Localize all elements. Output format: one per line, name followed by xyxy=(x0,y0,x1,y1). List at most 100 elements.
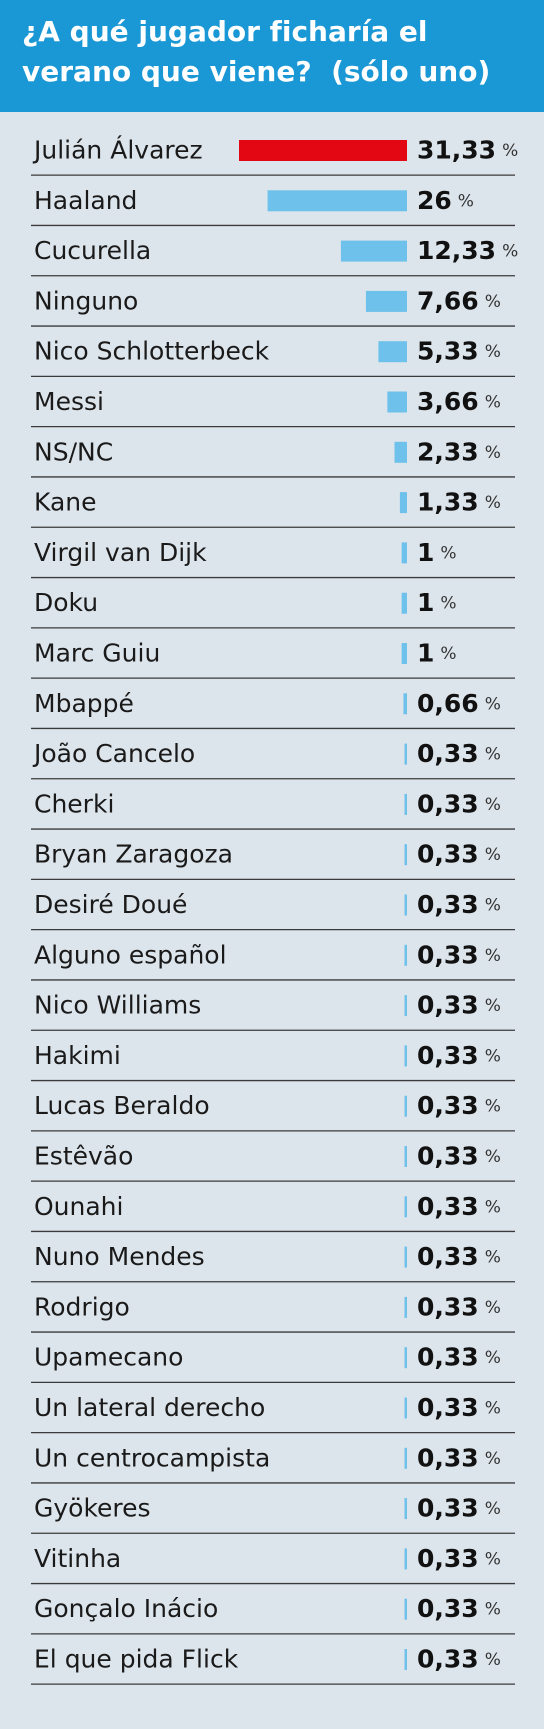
unit-label: % xyxy=(485,1097,501,1117)
bar xyxy=(401,542,407,564)
category-label: Gonçalo Inácio xyxy=(34,1594,218,1623)
unit-label: % xyxy=(485,1298,501,1318)
value-label: 0,33 xyxy=(417,1091,479,1120)
unit-label: % xyxy=(485,694,501,714)
category-label: Un centrocampista xyxy=(34,1443,270,1472)
value-label: 12,33 xyxy=(417,236,496,265)
category-label: Nico Williams xyxy=(34,991,201,1020)
value-label: 1,33 xyxy=(417,488,479,517)
value-label: 0,33 xyxy=(417,1494,479,1523)
unit-label: % xyxy=(485,1499,501,1519)
bar xyxy=(387,391,407,413)
category-label: Vitinha xyxy=(34,1544,121,1573)
bar xyxy=(404,1498,407,1520)
value-label: 0,33 xyxy=(417,1443,479,1472)
category-label: Messi xyxy=(34,387,104,416)
unit-label: % xyxy=(485,1147,501,1167)
bar xyxy=(403,693,407,715)
bar xyxy=(404,894,407,916)
bar xyxy=(404,1397,407,1419)
unit-label: % xyxy=(485,443,501,463)
value-label: 0,33 xyxy=(417,1192,479,1221)
unit-label: % xyxy=(485,996,501,1016)
unit-label: % xyxy=(485,393,501,413)
unit-label: % xyxy=(485,1650,501,1670)
category-label: Rodrigo xyxy=(34,1292,130,1321)
category-label: Un lateral derecho xyxy=(34,1393,265,1422)
value-label: 0,33 xyxy=(417,739,479,768)
chart-title: ¿A qué jugador ficharía el verano que vi… xyxy=(22,15,491,88)
bar xyxy=(404,844,407,866)
category-label: João Cancelo xyxy=(32,739,195,768)
unit-label: % xyxy=(485,342,501,362)
value-label: 3,66 xyxy=(417,387,479,416)
category-label: Gyökeres xyxy=(34,1494,151,1523)
value-label: 0,33 xyxy=(417,1393,479,1422)
category-label: Estêvão xyxy=(34,1142,133,1171)
category-label: Cucurella xyxy=(34,236,151,265)
bar xyxy=(340,240,407,262)
bar xyxy=(399,492,407,514)
value-label: 0,33 xyxy=(417,1645,479,1674)
category-label: Doku xyxy=(34,588,98,617)
value-label: 0,33 xyxy=(417,1142,479,1171)
bar xyxy=(239,140,407,161)
value-label: 0,33 xyxy=(417,789,479,818)
bar xyxy=(404,1347,407,1369)
value-label: 0,33 xyxy=(417,991,479,1020)
unit-label: % xyxy=(485,1549,501,1569)
value-label: 0,33 xyxy=(417,1544,479,1573)
value-label: 7,66 xyxy=(417,286,479,315)
unit-label: % xyxy=(485,292,501,312)
unit-label: % xyxy=(485,1197,501,1217)
category-label: El que pida Flick xyxy=(34,1645,239,1674)
category-label: Mbappé xyxy=(34,689,134,718)
bar xyxy=(404,1649,407,1670)
unit-label: % xyxy=(485,1248,501,1268)
bar xyxy=(404,793,407,815)
header: ¿A qué jugador ficharía el verano que vi… xyxy=(0,0,544,112)
category-label: Lucas Beraldo xyxy=(34,1091,210,1120)
bar xyxy=(404,1447,407,1469)
unit-label: % xyxy=(485,1348,501,1368)
unit-label: % xyxy=(485,1449,501,1469)
unit-label: % xyxy=(485,745,501,765)
value-label: 0,33 xyxy=(417,1292,479,1321)
value-label: 0,33 xyxy=(417,890,479,919)
category-label: Ounahi xyxy=(34,1192,123,1221)
value-label: 5,33 xyxy=(417,337,479,366)
unit-label: % xyxy=(485,1600,501,1620)
bar xyxy=(404,1146,407,1167)
bar xyxy=(365,290,407,312)
bar xyxy=(401,643,407,664)
bar xyxy=(394,441,407,463)
category-label: Kane xyxy=(34,488,97,517)
bar xyxy=(267,190,407,212)
category-label: Alguno español xyxy=(34,940,227,969)
unit-label: % xyxy=(502,242,518,262)
value-label: 0,33 xyxy=(417,840,479,869)
category-label: Ninguno xyxy=(34,286,138,315)
unit-label: % xyxy=(485,1046,501,1066)
value-label: 0,33 xyxy=(417,940,479,969)
unit-label: % xyxy=(485,896,501,916)
value-label: 0,33 xyxy=(417,1343,479,1372)
bar xyxy=(404,1296,407,1318)
category-label: Nico Schlotterbeck xyxy=(34,337,270,366)
bar xyxy=(404,995,407,1017)
unit-label: % xyxy=(440,543,456,563)
bar xyxy=(404,1095,407,1117)
bar xyxy=(404,944,407,966)
value-label: 0,66 xyxy=(417,689,479,718)
category-label: Bryan Zaragoza xyxy=(34,840,233,869)
bar xyxy=(404,1548,407,1570)
bar xyxy=(404,1598,407,1620)
bar xyxy=(404,1045,407,1067)
unit-label: % xyxy=(485,946,501,966)
category-label: Desiré Doué xyxy=(34,890,187,919)
category-label: NS/NC xyxy=(34,437,113,466)
category-label: Cherki xyxy=(34,789,114,818)
value-label: 2,33 xyxy=(417,437,479,466)
category-label: Virgil van Dijk xyxy=(34,538,207,567)
unit-label: % xyxy=(502,141,518,161)
